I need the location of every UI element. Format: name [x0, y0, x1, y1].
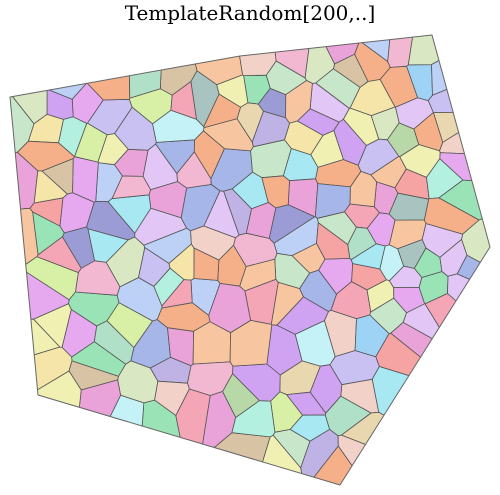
mosaic-cell: [299, 269, 337, 312]
mosaic-cell: [387, 35, 422, 68]
mosaic-cell: [10, 35, 88, 100]
mosaic-cell: [173, 432, 271, 485]
diagram-title: TemplateRandom[200,..]: [124, 1, 376, 25]
mosaic-cell: [71, 341, 126, 377]
mosaic-cell: [371, 365, 490, 485]
mosaic-cell: [170, 81, 197, 120]
mosaic-cell: [10, 370, 82, 485]
mosaic-cell: [10, 35, 48, 125]
mosaic-cell: [203, 190, 240, 239]
mosaic-cell: [161, 279, 193, 309]
mosaic-cell: [236, 102, 264, 143]
mosaic-cell: [127, 35, 166, 99]
mosaic-cell: [154, 380, 190, 416]
mosaic-cell: [10, 54, 35, 158]
mosaic-cell: [337, 434, 490, 485]
mosaic-cell: [203, 118, 254, 152]
mosaic-cell: [393, 286, 426, 314]
mosaic-cell: [324, 395, 372, 437]
mosaic-cell: [273, 216, 319, 257]
mosaic-cell: [72, 156, 99, 203]
mosaic-cell: [138, 247, 171, 287]
mosaic-cell: [33, 303, 72, 348]
mosaic-cell: [424, 293, 490, 421]
mosaic-cell: [369, 297, 407, 335]
mosaic-cell: [33, 170, 68, 204]
mosaic-cell: [447, 273, 490, 358]
mosaic-cell: [233, 232, 278, 267]
mosaic-cell: [75, 260, 121, 296]
mosaic-cell: [397, 239, 427, 269]
mosaic-cell: [388, 192, 430, 221]
mosaic-cell: [432, 111, 490, 143]
mosaic-cell: [59, 192, 95, 234]
mosaic-cell: [316, 222, 351, 260]
mosaic-cell: [208, 282, 252, 334]
mosaic-cell: [106, 302, 153, 348]
mosaic-cell: [340, 411, 490, 485]
mosaic-cell: [407, 35, 490, 66]
mosaic-cell: [270, 281, 304, 326]
mosaic-cell: [310, 130, 344, 168]
mosaic-cell: [351, 263, 387, 291]
mosaic-cell: [349, 170, 378, 208]
mosaic-cell: [431, 35, 490, 96]
mosaic-cell: [245, 202, 277, 239]
mosaic-cell: [289, 414, 331, 442]
mosaic-cell: [111, 175, 152, 200]
mosaic-cell: [413, 112, 444, 152]
mosaic-cell: [232, 363, 281, 402]
mosaic-outline: [9, 34, 491, 486]
